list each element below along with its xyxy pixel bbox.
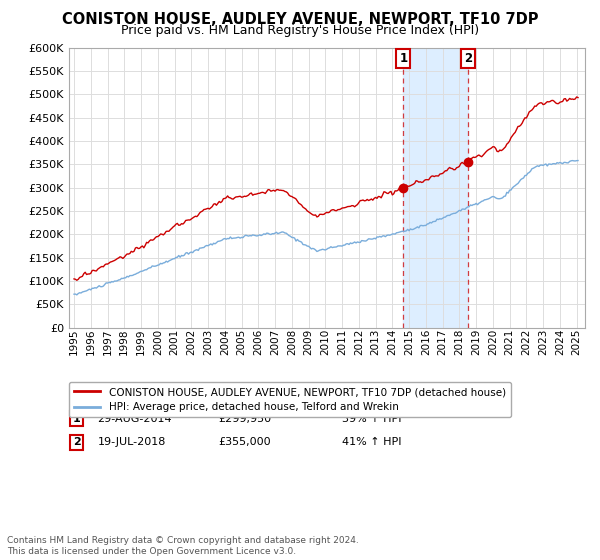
Text: 2: 2: [464, 52, 472, 65]
Text: £299,950: £299,950: [218, 414, 272, 423]
Text: 1: 1: [400, 52, 407, 65]
Text: 2: 2: [73, 437, 80, 447]
Text: 41% ↑ HPI: 41% ↑ HPI: [343, 437, 402, 447]
Text: Price paid vs. HM Land Registry's House Price Index (HPI): Price paid vs. HM Land Registry's House …: [121, 24, 479, 36]
Text: 29-AUG-2014: 29-AUG-2014: [97, 414, 172, 423]
Text: 19-JUL-2018: 19-JUL-2018: [97, 437, 166, 447]
Text: Contains HM Land Registry data © Crown copyright and database right 2024.
This d: Contains HM Land Registry data © Crown c…: [7, 536, 359, 556]
Text: CONISTON HOUSE, AUDLEY AVENUE, NEWPORT, TF10 7DP: CONISTON HOUSE, AUDLEY AVENUE, NEWPORT, …: [62, 12, 538, 27]
Text: £355,000: £355,000: [218, 437, 271, 447]
Legend: CONISTON HOUSE, AUDLEY AVENUE, NEWPORT, TF10 7DP (detached house), HPI: Average : CONISTON HOUSE, AUDLEY AVENUE, NEWPORT, …: [69, 382, 511, 417]
Bar: [403, 48, 469, 328]
Text: 39% ↑ HPI: 39% ↑ HPI: [343, 414, 402, 423]
Text: 1: 1: [73, 414, 80, 423]
